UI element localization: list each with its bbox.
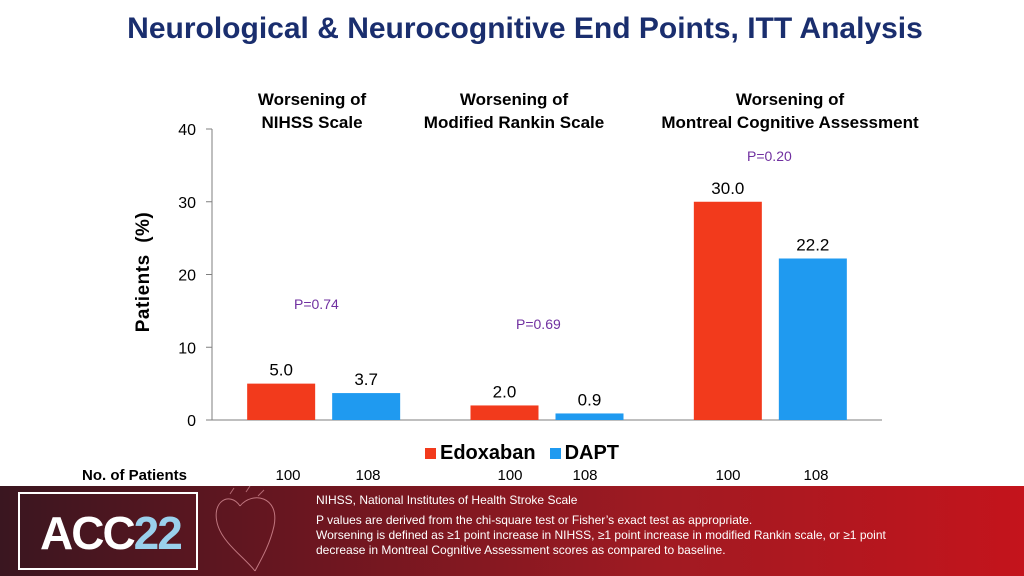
logo-year: 22 [133, 507, 183, 559]
y-tick-label: 40 [178, 122, 196, 139]
legend-swatch-dapt [549, 448, 561, 459]
patient-count: 100 [715, 467, 741, 484]
bar-dapt-1 [555, 413, 624, 420]
legend-swatch-edoxaban [424, 448, 436, 459]
p-value-mrs: P=0.69 [516, 316, 561, 332]
group-label-moca: Worsening of Montreal Cognitive Assessme… [630, 88, 950, 134]
patients-row: No. of Patients 100 108 100 108 100 108 [0, 467, 1024, 487]
bar-edoxaban-2 [693, 201, 762, 420]
bar-edoxaban-0 [247, 383, 316, 420]
bar-chart: 0 10 20 30 40 5.0 3.7 2.0 0.9 30.0 22.2 [178, 122, 882, 430]
bar-data-label: 22.2 [796, 235, 829, 254]
bar-data-label: 2.0 [493, 382, 517, 401]
legend-label: DAPT [564, 442, 620, 464]
legend: Edoxaban DAPT [0, 442, 1024, 465]
heart-line-art-icon [215, 486, 276, 572]
acc22-logo: ACC22 [18, 492, 198, 570]
patient-count: 100 [497, 467, 523, 484]
p-value-moca: P=0.20 [747, 148, 792, 164]
bar-data-label: 30.0 [711, 179, 744, 198]
y-tick-label: 30 [178, 195, 196, 212]
bar-dapt-2 [778, 258, 847, 420]
bar-dapt-0 [332, 393, 401, 420]
y-tick-label: 20 [178, 268, 196, 285]
patient-count: 108 [355, 467, 381, 484]
group-label-mrs: Worsening of Modified Rankin Scale [404, 88, 624, 134]
patient-count: 100 [275, 467, 301, 484]
y-tick-label: 10 [178, 340, 196, 357]
footnote: Worsening is defined as ≥1 point increas… [316, 528, 886, 542]
bar-edoxaban-1 [470, 405, 539, 420]
group-label-nihss: Worsening of NIHSS Scale [212, 88, 412, 134]
logo-prefix: ACC [40, 507, 136, 559]
patient-count: 108 [803, 467, 829, 484]
footnote: NIHSS, National Institutes of Health Str… [316, 493, 578, 507]
group-label-line: NIHSS Scale [261, 113, 363, 132]
bar-data-label: 5.0 [269, 361, 293, 380]
group-label-line: Worsening of [459, 90, 569, 109]
group-label-line: Worsening of [257, 90, 367, 109]
group-label-line: Montreal Cognitive Assessment [661, 113, 919, 132]
legend-label: Edoxaban [439, 442, 536, 464]
bar-data-label: 3.7 [354, 370, 378, 389]
group-label-line: Worsening of [735, 90, 845, 109]
y-tick-label: 0 [187, 413, 196, 430]
legend-item-edoxaban: Edoxaban [424, 442, 536, 465]
footnotes: NIHSS, National Institutes of Health Str… [316, 493, 1006, 558]
p-value-nihss: P=0.74 [294, 296, 339, 312]
footer-banner: ACC22 NIHSS, National Institutes of Heal… [0, 486, 1024, 576]
patient-count: 108 [572, 467, 598, 484]
patients-row-label: No. of Patients [82, 467, 188, 484]
bar-data-label: 0.9 [578, 390, 602, 409]
footnote: decrease in Montreal Cognitive Assessmen… [316, 543, 726, 557]
footnote: P values are derived from the chi-square… [316, 513, 753, 527]
legend-item-dapt: DAPT [549, 442, 620, 465]
logo-text: ACC22 [40, 506, 183, 560]
group-label-line: Modified Rankin Scale [423, 113, 605, 132]
page-title: Neurological & Neurocognitive End Points… [127, 12, 923, 45]
